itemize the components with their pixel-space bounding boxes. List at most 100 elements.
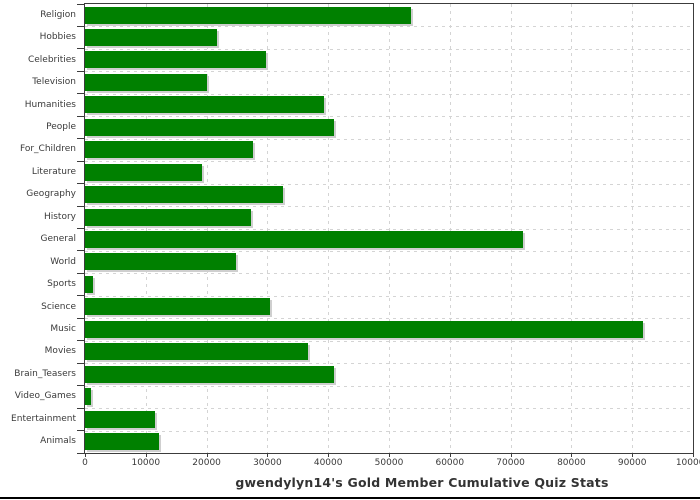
- y-axis-tick: [77, 340, 84, 341]
- y-axis-tick: [77, 206, 84, 207]
- x-axis-label-30000: 30000: [253, 458, 282, 468]
- y-axis-tick: [77, 363, 84, 364]
- bar-brain_teasers: [85, 365, 334, 383]
- y-axis-tick: [77, 116, 84, 117]
- y-axis-label-celebrities: Celebrities: [27, 54, 76, 65]
- x-axis-tick: [267, 453, 268, 457]
- y-axis-tick: [77, 295, 84, 296]
- x-axis-label-100000: 100000: [675, 458, 700, 468]
- y-axis-tick: [77, 138, 84, 139]
- y-axis-label-geography: Geography: [26, 189, 76, 200]
- horizontal-gridline: [85, 386, 693, 387]
- y-axis-label-animals: Animals: [40, 436, 76, 447]
- y-axis-label-for_children: For_Children: [19, 144, 76, 155]
- y-axis-label-movies: Movies: [44, 346, 76, 357]
- plot-area: [84, 3, 694, 454]
- bar-for_children: [85, 141, 253, 159]
- horizontal-gridline: [85, 49, 693, 50]
- x-axis-label-0: 0: [82, 458, 88, 468]
- y-axis-label-video_games: Video_Games: [14, 391, 76, 402]
- bar-history: [85, 208, 251, 226]
- vertical-gridline: [328, 4, 330, 453]
- bar-sports: [85, 275, 93, 293]
- y-axis-tick: [77, 385, 84, 386]
- x-axis-tick: [511, 453, 512, 457]
- y-axis-label-humanities: Humanities: [24, 99, 76, 110]
- vertical-gridline: [145, 4, 147, 453]
- x-axis-tick: [632, 453, 633, 457]
- bar-video_games: [85, 388, 91, 406]
- bar-science: [85, 298, 270, 316]
- bar-literature: [85, 163, 202, 181]
- y-axis-tick: [77, 161, 84, 162]
- horizontal-gridline: [85, 273, 693, 274]
- bar-world: [85, 253, 236, 271]
- y-axis-tick: [77, 93, 84, 94]
- vertical-gridline: [267, 4, 269, 453]
- bar-entertainment: [85, 410, 155, 428]
- bar-humanities: [85, 96, 324, 114]
- bar-religion: [85, 6, 411, 24]
- bar-celebrities: [85, 51, 266, 69]
- y-axis-label-world: World: [50, 256, 76, 267]
- bar-hobbies: [85, 28, 217, 46]
- vertical-gridline: [449, 4, 451, 453]
- horizontal-gridline: [85, 318, 693, 319]
- bar-television: [85, 73, 207, 91]
- y-axis-label-television: Television: [32, 77, 76, 88]
- x-axis-label-40000: 40000: [313, 458, 343, 468]
- x-axis-label-80000: 80000: [557, 458, 586, 468]
- horizontal-gridline: [85, 116, 693, 117]
- chart-title: gwendylyn14's Gold Member Cumulative Qui…: [235, 475, 609, 490]
- vertical-gridline: [206, 4, 208, 453]
- horizontal-gridline: [85, 363, 693, 364]
- y-axis-tick: [77, 273, 84, 274]
- x-axis-label-10000: 10000: [131, 458, 161, 468]
- bottom-divider-line: [0, 497, 700, 499]
- x-axis-label-90000: 90000: [617, 458, 647, 468]
- x-axis-label-20000: 20000: [192, 458, 221, 468]
- bar-people: [85, 118, 334, 136]
- horizontal-gridline: [85, 206, 693, 207]
- horizontal-gridline: [85, 251, 693, 252]
- horizontal-gridline: [85, 71, 693, 72]
- y-axis-label-music: Music: [50, 324, 76, 335]
- y-axis-label-general: General: [40, 234, 76, 245]
- bar-movies: [85, 343, 308, 361]
- y-axis-tick: [77, 183, 84, 184]
- y-axis-tick: [77, 430, 84, 431]
- x-axis-label-50000: 50000: [374, 458, 404, 468]
- x-axis-tick: [207, 453, 208, 457]
- y-axis-label-history: History: [43, 211, 76, 222]
- y-axis-tick: [77, 453, 84, 454]
- y-axis-tick: [77, 318, 84, 319]
- vertical-gridline: [389, 4, 390, 453]
- bar-general: [85, 231, 523, 248]
- x-axis-tick: [693, 453, 694, 457]
- horizontal-gridline: [85, 341, 693, 342]
- horizontal-gridline: [85, 139, 693, 140]
- x-axis-tick: [328, 453, 329, 457]
- y-axis-label-sports: Sports: [47, 279, 76, 290]
- x-axis-tick: [85, 453, 86, 457]
- horizontal-gridline: [85, 94, 693, 95]
- x-axis-label-70000: 70000: [496, 458, 525, 468]
- bar-geography: [85, 186, 283, 204]
- horizontal-gridline: [85, 296, 693, 297]
- horizontal-gridline: [85, 229, 693, 230]
- y-axis-tick: [77, 26, 84, 27]
- vertical-gridline: [510, 4, 512, 453]
- vertical-gridline: [571, 4, 573, 453]
- x-axis-label-60000: 60000: [435, 458, 465, 468]
- bar-animals: [85, 433, 159, 451]
- y-axis-label-brain_teasers: Brain_Teasers: [14, 368, 76, 379]
- y-axis-tick: [77, 228, 84, 229]
- y-axis-label-people: People: [46, 121, 76, 132]
- horizontal-gridline: [85, 161, 693, 162]
- horizontal-gridline: [85, 431, 693, 432]
- y-axis-label-entertainment: Entertainment: [11, 413, 76, 424]
- y-axis-tick: [77, 250, 84, 251]
- horizontal-gridline: [85, 408, 693, 409]
- y-axis-tick: [77, 71, 84, 72]
